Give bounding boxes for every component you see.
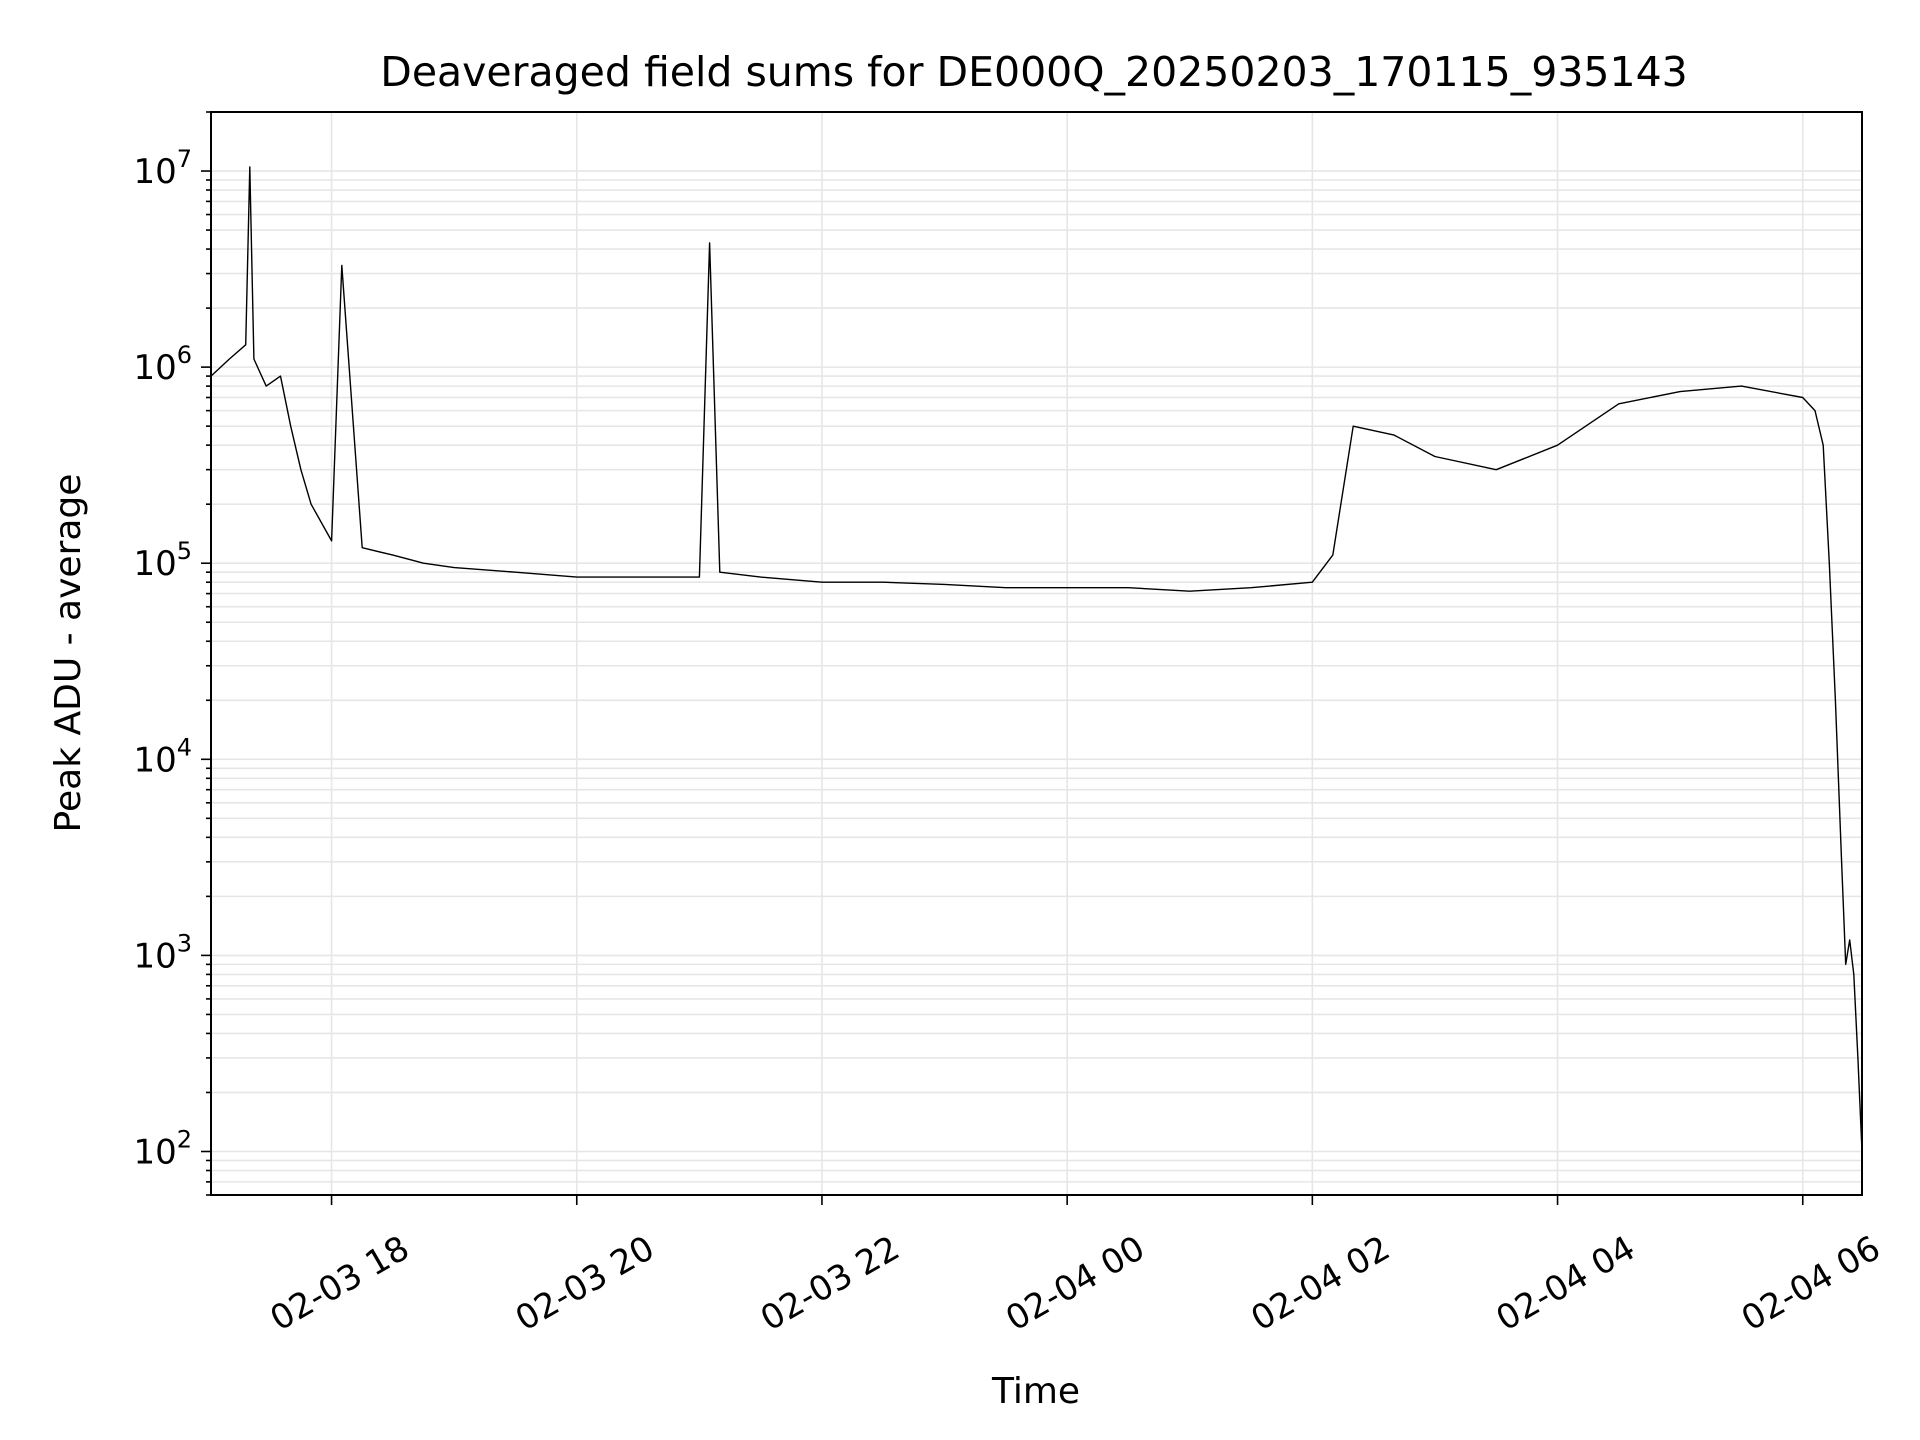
plot-area: [210, 111, 1863, 1196]
x-tick-label: 02-03 22: [754, 1228, 906, 1339]
chart-title: Deaveraged field sums for DE000Q_2025020…: [380, 48, 1688, 96]
y-tick-label: 106: [133, 341, 192, 388]
x-tick-label: 02-03 18: [264, 1228, 416, 1339]
x-tick-label: 02-04 00: [999, 1228, 1151, 1339]
x-tick-label: 02-04 02: [1244, 1228, 1396, 1339]
y-tick-label: 103: [133, 929, 192, 976]
grid: [211, 111, 1862, 1196]
y-tick-label: 105: [133, 537, 192, 584]
y-axis-label: Peak ADU - average: [48, 474, 89, 833]
x-tick-label: 02-04 06: [1735, 1228, 1887, 1339]
x-tick-label: 02-03 20: [509, 1228, 661, 1339]
y-tick-label: 107: [133, 145, 192, 192]
y-tick-label: 102: [133, 1125, 192, 1172]
y-axis: 102 103 104 105 106 107: [133, 111, 211, 1196]
y-tick-label: 104: [133, 733, 192, 780]
x-tick-label: 02-04 04: [1490, 1228, 1642, 1339]
x-axis-label: Time: [991, 1371, 1080, 1412]
series-line: [210, 166, 1863, 1152]
x-axis: 02-03 18 02-03 20 02-03 22 02-04 00 02-04 02…: [264, 1195, 1887, 1339]
